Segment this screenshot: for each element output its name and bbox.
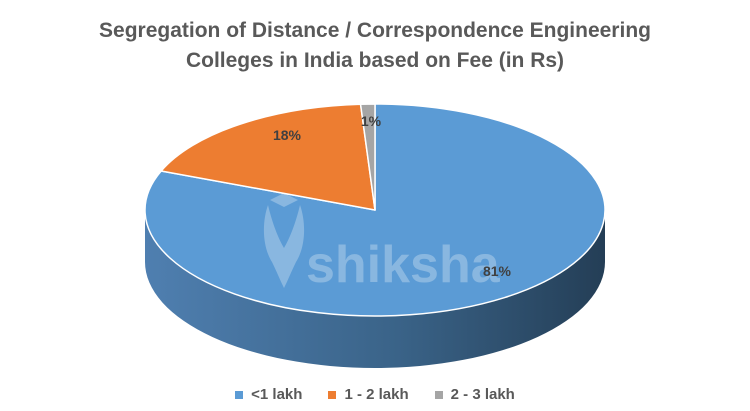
- chart-title-line-1: Segregation of Distance / Correspondence…: [99, 19, 651, 42]
- legend-label-2-3-lakh: 2 - 3 lakh: [450, 386, 515, 403]
- data-labels: 81% 18% 1%: [273, 113, 512, 279]
- legend-swatch-lt-1-lakh: [235, 390, 244, 399]
- legend-item-1-2-lakh[interactable]: 1 - 2 lakh: [328, 386, 409, 403]
- pie-sides: [145, 210, 605, 368]
- legend-swatch-1-2-lakh: [328, 390, 337, 399]
- data-label-2-3-lakh: 1%: [361, 113, 382, 129]
- chart-title: Segregation of Distance / Correspondence…: [0, 16, 750, 76]
- data-label-1-2-lakh: 18%: [273, 127, 302, 143]
- shiksha-watermark: shiksha: [263, 193, 501, 294]
- data-label-lt-1-lakh: 81%: [483, 263, 512, 279]
- watermark-logo-icon: [263, 205, 305, 288]
- legend-item-2-3-lakh[interactable]: 2 - 3 lakh: [434, 386, 515, 403]
- legend-label-1-2-lakh: 1 - 2 lakh: [344, 386, 409, 403]
- pie-slice-lt-1-lakh[interactable]: [144, 103, 606, 317]
- chart-title-line-2: Colleges in India based on Fee (in Rs): [185, 49, 565, 72]
- watermark-cap-icon: [270, 193, 298, 207]
- pie-slice-1-2-lakh[interactable]: [160, 103, 376, 211]
- legend: <1 lakh 1 - 2 lakh 2 - 3 lakh: [0, 386, 750, 403]
- legend-swatch-2-3-lakh: [434, 390, 443, 399]
- pie-slice-2-3-lakh[interactable]: [359, 103, 376, 211]
- legend-label-lt-1-lakh: <1 lakh: [251, 386, 303, 403]
- pie-slices: [144, 103, 606, 317]
- watermark-text: shiksha: [306, 236, 501, 294]
- pie-side-lt-1-lakh: [145, 210, 605, 368]
- legend-item-lt-1-lakh[interactable]: <1 lakh: [235, 386, 302, 403]
